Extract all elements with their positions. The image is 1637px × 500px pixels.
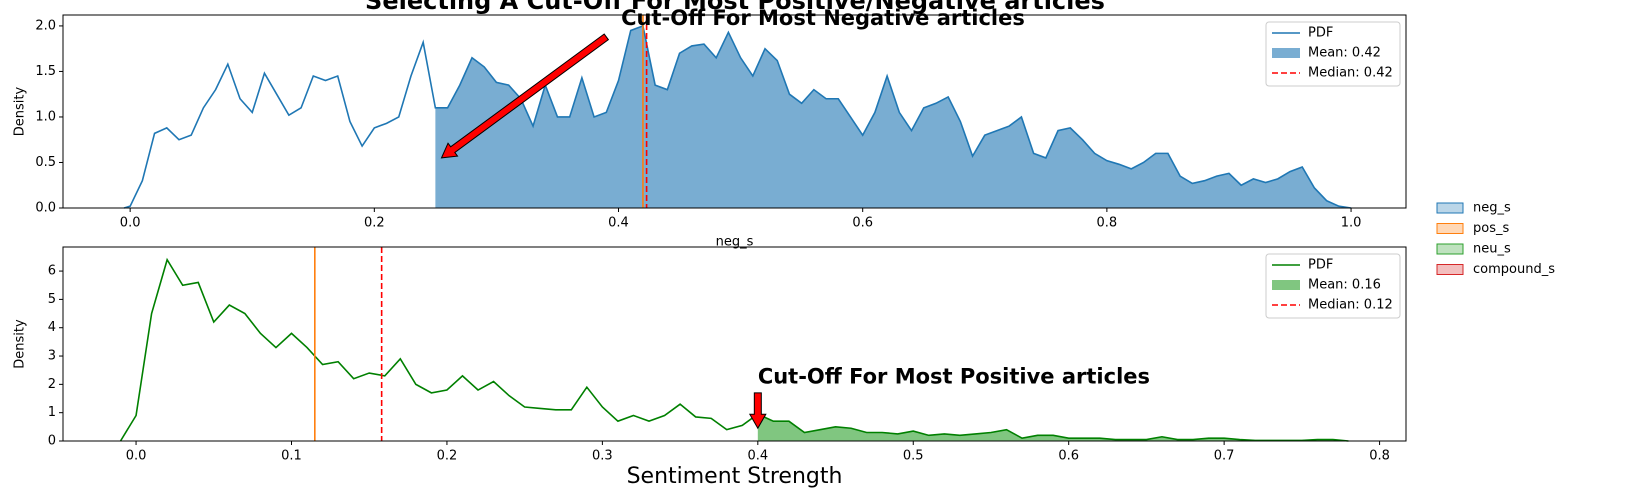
y-tick-label: 0 (48, 434, 56, 449)
legend-box (1265, 21, 1401, 87)
cutoff-area (757, 414, 1349, 441)
x-axis-label: neg_s (716, 235, 754, 250)
figure-legend-label: neg_s (1473, 201, 1511, 216)
x-tick-label: 0.6 (1058, 449, 1079, 464)
x-tick-label: 0.2 (437, 449, 458, 464)
x-tick-label: 0.2 (364, 216, 385, 231)
y-tick-label: 0.5 (35, 155, 56, 170)
legend-label: Mean: 0.42 (1308, 46, 1381, 61)
y-tick-label: 1.0 (35, 109, 56, 124)
axes-frame (62, 246, 1407, 442)
x-tick-label: 0.0 (126, 449, 147, 464)
x-tick-label: 0.8 (1097, 216, 1118, 231)
legend-label: Median: 0.12 (1308, 298, 1393, 313)
figure-legend-label: neu_s (1473, 242, 1511, 257)
pdf-line (119, 257, 1349, 442)
legend-swatch (1272, 48, 1300, 58)
axes-title: Cut-Off For Most Negative articles (621, 6, 1025, 30)
y-tick-label: 4 (48, 320, 56, 335)
y-tick-label: 3 (48, 349, 56, 364)
y-tick-label: 2 (48, 377, 56, 392)
y-tick-label: 2.0 (35, 18, 56, 33)
figure-legend-swatch (1436, 243, 1464, 255)
figure-legend-label: pos_s (1473, 221, 1509, 236)
figure-legend-label: compound_s (1473, 262, 1555, 277)
y-axis-label: Density (13, 319, 28, 369)
y-tick-label: 1 (48, 405, 56, 420)
figure-legend-swatch (1436, 223, 1464, 234)
figure-legend-swatch (1436, 202, 1464, 214)
x-tick-label: 0.5 (903, 449, 924, 464)
cutoff-area (435, 25, 1352, 208)
annotation-arrow (440, 33, 610, 159)
y-tick-label: 6 (48, 264, 56, 279)
x-tick-label: 0.1 (281, 449, 302, 464)
axes-frame (62, 14, 1407, 209)
pdf-line (123, 24, 1352, 209)
annotation-text: Cut-Off For Most Positive articles (758, 364, 1150, 388)
annotation-arrow (748, 392, 767, 430)
y-tick-label: 5 (48, 292, 56, 307)
figure-title: Selecting A Cut-Off For Most Positive/Ne… (365, 0, 1105, 15)
x-tick-label: 0.7 (1214, 449, 1235, 464)
legend-label: Mean: 0.16 (1308, 278, 1381, 293)
x-tick-label: 0.4 (608, 216, 629, 231)
y-axis-label: Density (13, 86, 28, 136)
legend-swatch (1272, 280, 1300, 290)
x-tick-label: 0.6 (852, 216, 873, 231)
x-axis-label: Sentiment Strength (627, 464, 843, 489)
x-tick-label: 0.8 (1369, 449, 1390, 464)
y-tick-label: 0.0 (35, 201, 56, 216)
x-tick-label: 0.4 (747, 449, 768, 464)
x-tick-label: 0.0 (120, 216, 141, 231)
legend-label: Median: 0.42 (1308, 66, 1393, 81)
figure-legend-swatch (1436, 264, 1464, 275)
x-tick-label: 1.0 (1341, 216, 1362, 231)
legend-box (1265, 253, 1401, 319)
y-tick-label: 1.5 (35, 64, 56, 79)
legend-label: PDF (1308, 258, 1333, 273)
x-tick-label: 0.3 (592, 449, 613, 464)
legend-label: PDF (1308, 26, 1333, 41)
